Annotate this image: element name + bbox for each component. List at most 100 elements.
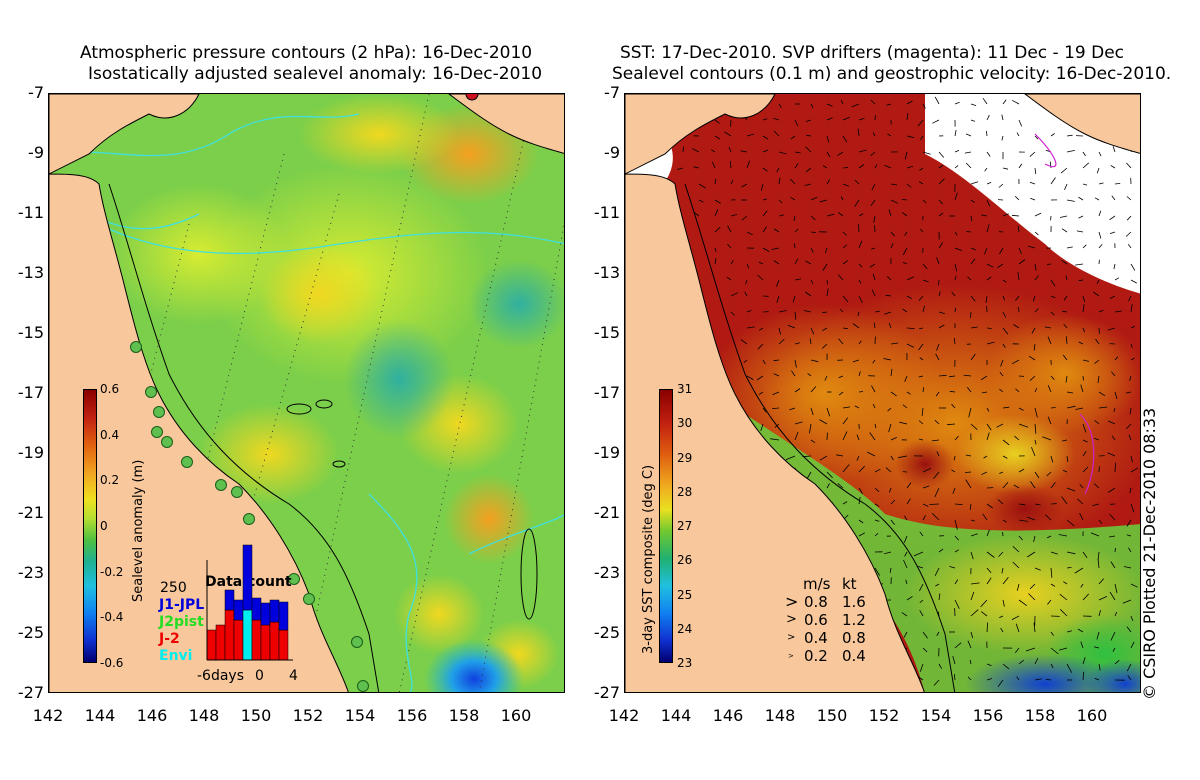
- velocity-arrow: [1113, 407, 1116, 413]
- velocity-arrow: [938, 324, 945, 329]
- velocity-arrow: [1109, 215, 1116, 221]
- velocity-arrow: [986, 503, 993, 509]
- velocity-arrow: [1098, 406, 1108, 409]
- velocity-arrow: [1077, 628, 1084, 633]
- velocity-arrow: [714, 135, 721, 140]
- velocity-arrow: [938, 164, 944, 169]
- velocity-arrow: [967, 676, 972, 681]
- velocity-arrow: [1107, 487, 1116, 493]
- velocity-arrow: [1017, 225, 1020, 233]
- velocity-arrow: [787, 324, 796, 329]
- velocity-arrow: [1018, 519, 1028, 522]
- velocity-arrow: [890, 183, 898, 186]
- velocity-arrow: [728, 147, 732, 153]
- left-lat-tick-4: -15: [17, 323, 44, 342]
- velocity-arrow: [1029, 375, 1036, 381]
- velocity-arrow: [810, 103, 814, 109]
- velocity-arrow: [1114, 310, 1122, 313]
- velocity-arrow: [997, 499, 1004, 505]
- velocity-arrow: [789, 407, 796, 411]
- velocity-arrow: [842, 501, 848, 505]
- right-lon-tick-0: 142: [608, 706, 640, 725]
- velocity-arrow: [822, 311, 828, 314]
- velocity-arrow: [1034, 135, 1039, 140]
- inset-xlabel-zero: 0: [255, 668, 264, 684]
- velocity-arrow: [1130, 343, 1133, 349]
- left-lon-tick-2: 146: [136, 706, 168, 725]
- velocity-arrow: [874, 567, 880, 576]
- velocity-arrow: [1050, 567, 1053, 578]
- velocity-arrow: [1012, 561, 1020, 569]
- velocity-arrow: [970, 353, 976, 361]
- velocity-arrow: [1098, 327, 1100, 334]
- right-lat-tick-3: -13: [593, 263, 620, 282]
- reef-edge-line-right: [684, 183, 956, 692]
- velocity-arrow: [743, 359, 748, 364]
- velocity-arrow: [1109, 591, 1116, 601]
- velocity-arrow: [794, 431, 799, 441]
- velocity-arrow: [986, 224, 990, 233]
- velocity-arrow: [762, 247, 770, 252]
- velocity-arrow: [773, 130, 780, 137]
- velocity-arrow: [954, 549, 960, 553]
- velocity-arrow: [857, 128, 860, 137]
- velocity-arrow: [966, 231, 972, 233]
- velocity-arrow: [1082, 671, 1085, 681]
- reef-edge-line: [108, 183, 380, 692]
- velocity-arrow: [1129, 407, 1132, 415]
- velocity-arrow: [854, 199, 860, 207]
- velocity-arrow: [922, 199, 927, 204]
- velocity-arrow: [758, 391, 764, 395]
- velocity-arrow: [970, 423, 978, 430]
- velocity-arrow: [757, 274, 764, 281]
- velocity-arrow: [772, 407, 780, 409]
- sst-map-graphic: [625, 94, 1140, 692]
- velocity-arrow: [986, 529, 990, 537]
- velocity-arrow: [918, 295, 924, 302]
- velocity-arrow: [1027, 245, 1036, 249]
- velocity-arrow: [1018, 659, 1024, 665]
- velocity-arrow: [1075, 263, 1084, 266]
- velocity-arrow: [1082, 439, 1088, 443]
- velocity-arrow: [1109, 535, 1116, 538]
- velocity-legend-kt-2: 0.8: [842, 629, 866, 647]
- velocity-arrow: [954, 599, 960, 609]
- velocity-arrow: [883, 358, 892, 361]
- velocity-arrow: [953, 455, 956, 461]
- velocity-arrow: [906, 343, 915, 348]
- velocity-arrow: [954, 519, 958, 530]
- velocity-arrow: [773, 228, 780, 233]
- velocity-arrow: [1046, 263, 1052, 265]
- velocity-arrow: [1082, 359, 1090, 362]
- velocity-arrow: [826, 471, 833, 479]
- velocity-arrow: [929, 503, 940, 505]
- velocity-arrow: [1122, 599, 1132, 604]
- velocity-arrow: [981, 471, 988, 476]
- velocity-arrow: [887, 407, 892, 412]
- velocity-arrow: [842, 295, 849, 303]
- drifter-track-2: [1034, 133, 1057, 168]
- velocity-arrow: [810, 327, 815, 335]
- velocity-arrow: [874, 310, 881, 313]
- velocity-arrow: [1015, 623, 1020, 633]
- velocity-arrow: [791, 370, 796, 377]
- velocity-arrow: [888, 322, 892, 329]
- velocity-arrow: [1033, 622, 1036, 633]
- velocity-arrow: [872, 359, 876, 364]
- velocity-arrow: [1098, 610, 1101, 617]
- velocity-arrow: [1031, 327, 1036, 334]
- velocity-arrow: [901, 612, 908, 617]
- sst-colorbar-title: 3-day SST composite (deg C): [641, 464, 656, 654]
- velocity-arrow: [954, 247, 962, 251]
- velocity-arrow: [773, 117, 780, 121]
- velocity-arrow: [1109, 231, 1116, 234]
- sst-map[interactable]: [624, 93, 1141, 693]
- velocity-arrow: [746, 133, 755, 137]
- sealevel-anomaly-map[interactable]: [48, 93, 565, 693]
- right-lon-tick-8: 158: [1024, 706, 1056, 725]
- velocity-arrow: [762, 407, 767, 413]
- velocity-arrow: [714, 199, 721, 204]
- velocity-arrow: [890, 342, 899, 345]
- velocity-arrow: [1098, 663, 1101, 671]
- velocity-arrow: [842, 431, 848, 441]
